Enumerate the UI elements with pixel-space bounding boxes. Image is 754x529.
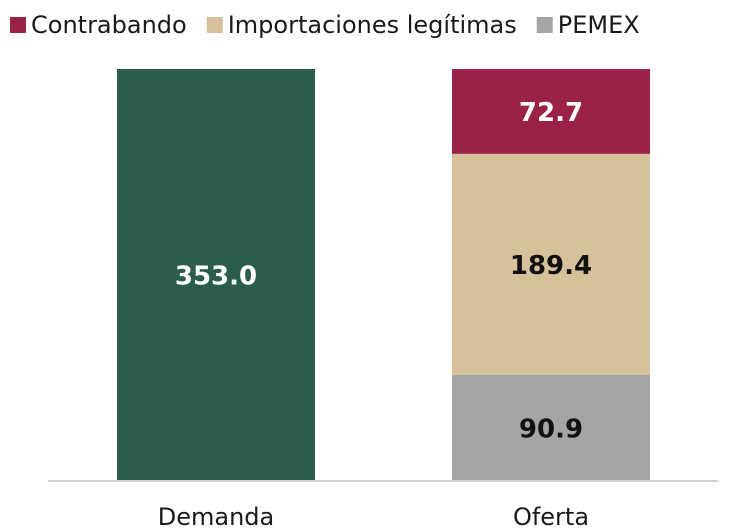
value-label: 353.0 xyxy=(175,262,257,292)
bar-segment xyxy=(452,153,650,375)
legend-swatch xyxy=(206,17,223,33)
legend-label: PEMEX xyxy=(558,11,640,39)
bar-segment xyxy=(452,69,650,154)
bar-segment xyxy=(117,69,315,481)
legend-swatch xyxy=(536,17,553,33)
value-label: 90.9 xyxy=(519,414,583,444)
legend-swatch xyxy=(10,17,26,33)
bar-segment xyxy=(452,374,650,481)
value-label: 189.4 xyxy=(510,251,592,281)
legend-label: Importaciones legítimas xyxy=(228,11,517,39)
x-tick-label: Demanda xyxy=(158,503,274,529)
value-label: 72.7 xyxy=(519,98,583,128)
legend-label: Contrabando xyxy=(31,11,187,39)
x-tick-label: Oferta xyxy=(513,503,589,529)
